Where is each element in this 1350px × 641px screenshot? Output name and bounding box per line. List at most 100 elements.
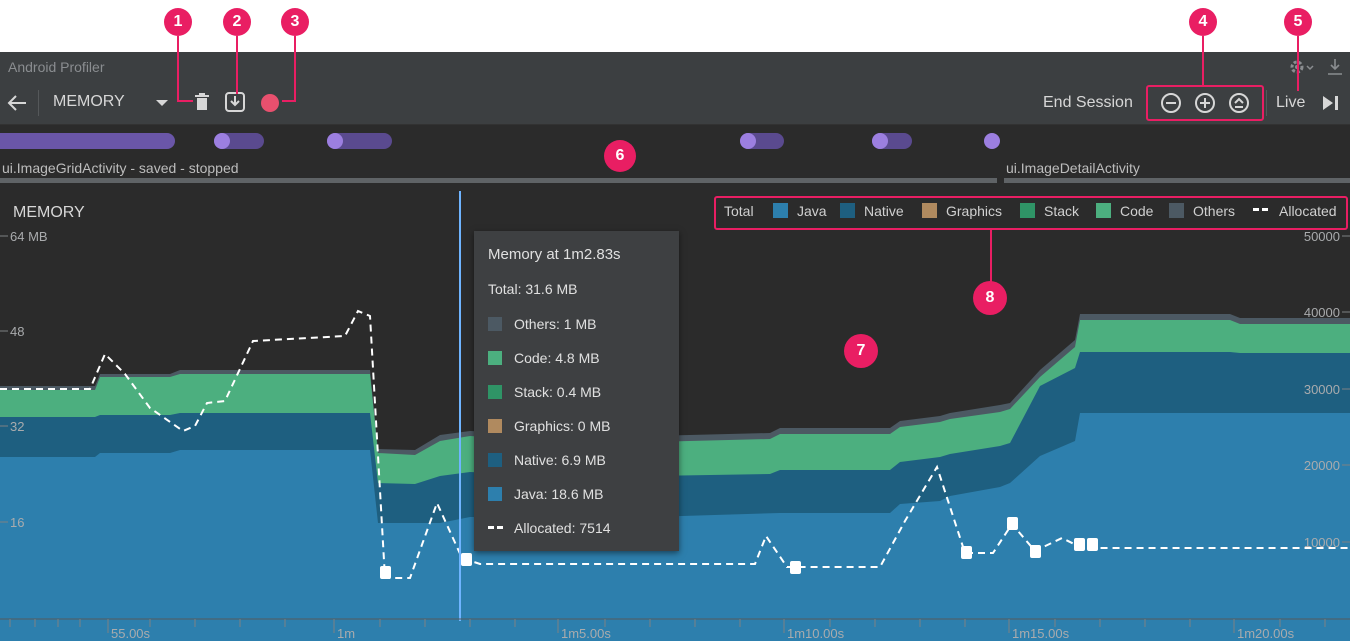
tooltip-allocated-label: Allocated: 7514 <box>514 520 611 536</box>
tooltip-graphics-label: Graphics: 0 MB <box>514 418 611 434</box>
legend-total-label: Total <box>724 203 754 219</box>
zoom-out-icon[interactable] <box>1160 92 1182 114</box>
tooltip-others-label: Others: 1 MB <box>514 316 597 332</box>
callout-leader-line <box>294 36 296 102</box>
callout-badge: 6 <box>604 140 636 172</box>
activity-bar[interactable] <box>1004 178 1350 183</box>
live-button[interactable]: Live <box>1276 94 1306 111</box>
right-axis-tick-label: 30000 <box>1304 382 1340 397</box>
memory-tooltip: Memory at 1m2.83s Total: 31.6 MB Others:… <box>474 231 679 551</box>
tooltip-allocated-swatch-dash <box>497 526 503 529</box>
legend-allocated-swatch <box>1253 208 1259 211</box>
activity-label: ui.ImageDetailActivity <box>1006 160 1140 176</box>
callout-leader-line <box>177 36 179 102</box>
left-axis-tick-label: 64 MB <box>10 229 48 244</box>
callout-badge: 2 <box>223 8 251 36</box>
callout-badge: 8 <box>973 281 1007 315</box>
legend-native-swatch <box>840 203 855 218</box>
profiler-dropdown-label[interactable]: MEMORY <box>53 93 125 110</box>
left-axis-tick-label: 48 <box>10 324 24 339</box>
gc-event-markers[interactable] <box>380 517 1098 579</box>
series-allocated-line <box>0 309 1350 579</box>
trash-icon[interactable] <box>193 92 211 112</box>
right-axis-tick-label: 40000 <box>1304 305 1340 320</box>
event-user-interaction[interactable] <box>984 133 1000 149</box>
tooltip-native-label: Native: 6.9 MB <box>514 452 606 468</box>
time-axis-tick-label: 1m5.00s <box>561 626 611 641</box>
toolbar-divider <box>1266 90 1267 116</box>
legend-java-label: Java <box>797 203 827 219</box>
event-user-interaction[interactable] <box>872 133 912 149</box>
time-axis-tick-label: 55.00s <box>111 626 151 641</box>
tooltip-title: Memory at 1m2.83s <box>488 246 621 263</box>
event-user-interaction[interactable] <box>327 133 392 149</box>
window-title: Android Profiler <box>8 59 105 75</box>
left-axis-tick-label: 16 <box>10 515 24 530</box>
legend-code-swatch <box>1096 203 1111 218</box>
event-user-interaction[interactable] <box>0 133 175 149</box>
chart-legend: Total Java Native Graphics Stack Code Ot… <box>724 203 1337 219</box>
callout-badge: 4 <box>1189 8 1217 36</box>
callout-badge: 1 <box>164 8 192 36</box>
tooltip-code-label: Code: 4.8 MB <box>514 350 600 366</box>
time-axis-tick-label: 1m <box>337 626 355 641</box>
callout-leader-line <box>990 228 992 283</box>
right-axis-tick-label: 20000 <box>1304 458 1340 473</box>
legend-others-swatch <box>1169 203 1184 218</box>
legend-stack-label: Stack <box>1044 203 1080 219</box>
legend-others-label: Others <box>1193 203 1235 219</box>
tooltip-java-swatch <box>488 487 502 501</box>
callout-badge: 5 <box>1284 8 1312 36</box>
activity-bar[interactable] <box>0 178 997 183</box>
callout-leader-line <box>1202 36 1204 86</box>
callout-badge: 7 <box>844 334 878 368</box>
legend-allocated-label: Allocated <box>1279 203 1337 219</box>
tooltip-graphics-swatch <box>488 419 502 433</box>
callout-leader-line <box>1297 36 1299 91</box>
heap-dump-icon[interactable] <box>224 91 246 113</box>
time-axis-tick-label: 1m10.00s <box>787 626 845 641</box>
legend-allocated-swatch-dash <box>1262 208 1268 211</box>
legend-java-swatch <box>773 203 788 218</box>
legend-highlight <box>714 196 1348 230</box>
end-session-button[interactable]: End Session <box>1043 94 1133 111</box>
tooltip-total: Total: 31.6 MB <box>488 281 578 297</box>
left-axis-tick-label: 32 <box>10 419 24 434</box>
tooltip-others-swatch <box>488 317 502 331</box>
tooltip-stack-label: Stack: 0.4 MB <box>514 384 602 400</box>
chevron-down-icon[interactable] <box>155 98 169 108</box>
right-axis-tick-label: 10000 <box>1304 535 1340 550</box>
time-axis-tick-label: 1m20.00s <box>1237 626 1295 641</box>
legend-graphics-label: Graphics <box>946 203 1002 219</box>
legend-native-label: Native <box>864 203 904 219</box>
event-timeline: ui.ImageGridActivity - saved - stopped u… <box>0 125 1350 191</box>
zoom-in-icon[interactable] <box>1194 92 1216 114</box>
callout-leader-line <box>177 100 193 102</box>
tooltip-allocated-swatch <box>488 526 494 529</box>
reset-zoom-icon[interactable] <box>1228 92 1250 114</box>
window-title-bar: Android Profiler <box>0 52 1350 83</box>
callout-leader-line <box>282 100 296 102</box>
legend-stack-swatch <box>1020 203 1035 218</box>
settings-gear-icon[interactable] <box>1288 58 1316 76</box>
back-arrow-icon[interactable] <box>6 93 28 113</box>
tooltip-stack-swatch <box>488 385 502 399</box>
record-allocations-icon[interactable] <box>259 92 281 114</box>
zoom-controls-highlight <box>1146 85 1264 121</box>
tooltip-code-swatch <box>488 351 502 365</box>
hide-download-icon[interactable] <box>1326 57 1344 77</box>
time-axis-tick-label: 1m15.00s <box>1012 626 1070 641</box>
event-user-interaction[interactable] <box>740 133 784 149</box>
callout-badge: 3 <box>281 8 309 36</box>
tooltip-java-label: Java: 18.6 MB <box>514 486 604 502</box>
profiler-toolbar: MEMORY End Session Live <box>0 82 1350 125</box>
tooltip-native-swatch <box>488 453 502 467</box>
right-axis-tick-label: 50000 <box>1304 229 1340 244</box>
toolbar-divider <box>38 90 39 116</box>
legend-code-label: Code <box>1120 203 1154 219</box>
jump-to-live-icon[interactable] <box>1321 94 1341 112</box>
activity-label: ui.ImageGridActivity - saved - stopped <box>2 160 239 176</box>
callout-leader-line <box>236 36 238 94</box>
event-user-interaction[interactable] <box>214 133 264 149</box>
chart-title: MEMORY <box>13 204 85 221</box>
